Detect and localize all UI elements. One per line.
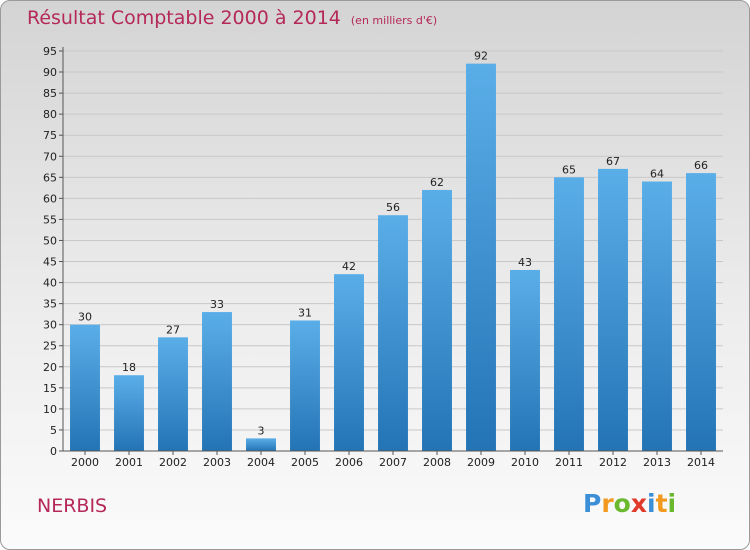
logo-letter: i [667,489,677,518]
bar-2003 [202,312,232,451]
bar-2002 [158,337,188,451]
bar-2011 [554,177,584,451]
x-tick-label: 2009 [467,456,495,469]
y-tick-label: 35 [43,298,57,311]
bar-2010 [510,269,540,451]
logo-letter: i [647,489,656,518]
bar-2004 [246,438,276,451]
data-label: 56 [386,201,400,214]
y-tick-label: 80 [43,108,57,121]
bar-2000 [70,324,100,451]
logo-letter: r [601,489,614,518]
data-label: 42 [342,260,356,273]
logo-letter: o [613,489,631,518]
y-tick-label: 55 [43,213,57,226]
bar-2001 [114,375,144,451]
y-tick-label: 50 [43,234,57,247]
y-tick-label: 75 [43,129,57,142]
x-tick-label: 2000 [71,456,99,469]
x-tick-label: 2008 [423,456,451,469]
bars [70,63,716,452]
data-label: 27 [166,323,180,336]
x-axis-ticks: 2000 2001 2002 2003 2004 2005 2006 2007 2008 2009… [71,451,715,469]
y-tick-label: 40 [43,277,57,290]
data-label: 64 [650,168,664,181]
data-label: 66 [694,159,708,172]
data-label: 31 [298,306,312,319]
y-tick-label: 5 [50,424,57,437]
logo-letter: t [655,489,668,518]
y-tick-label: 25 [43,340,57,353]
x-tick-label: 2010 [511,456,539,469]
chart-title: Résultat Comptable 2000 à 2014 [27,7,341,29]
bar-2005 [290,320,320,451]
chart-subtitle: (en milliers d'€) [350,14,438,27]
logo-letter: x [630,489,647,518]
y-tick-label: 45 [43,256,57,269]
x-tick-label: 2011 [555,456,583,469]
data-label: 33 [210,298,224,311]
y-tick-label: 15 [43,382,57,395]
data-label: 65 [562,163,576,176]
data-label: 62 [430,176,444,189]
x-tick-label: 2013 [643,456,671,469]
commune-name: NERBIS [37,495,108,517]
x-tick-label: 2006 [335,456,363,469]
y-tick-label: 60 [43,192,57,205]
y-tick-label: 70 [43,150,57,163]
axes [62,47,723,452]
y-tick-label: 95 [43,45,57,58]
chart-title-block: Résultat Comptable 2000 à 2014 (en millie… [27,7,437,29]
x-tick-label: 2014 [687,456,715,469]
bar-2007 [378,215,408,451]
x-tick-label: 2001 [115,456,143,469]
logo-letter: P [583,489,602,518]
x-tick-label: 2007 [379,456,407,469]
y-tick-label: 90 [43,66,57,79]
data-label: 92 [474,50,488,63]
data-label: 3 [258,424,265,437]
bar-2006 [334,274,364,451]
y-tick-label: 0 [50,445,57,458]
bar-2013 [642,181,672,452]
y-axis-ticks: 0 5 10 15 20 25 30 35 40 45 50 55 60 65 70 75 80 85 90 95 [43,45,63,458]
data-label: 43 [518,256,532,269]
y-tick-label: 10 [43,403,57,416]
x-tick-label: 2012 [599,456,627,469]
y-tick-label: 65 [43,171,57,184]
bar-2014 [686,173,716,451]
bar-2009 [466,63,496,451]
x-tick-label: 2003 [203,456,231,469]
x-tick-label: 2004 [247,456,275,469]
x-tick-label: 2002 [159,456,187,469]
data-label: 67 [606,155,620,168]
x-tick-label: 2005 [291,456,319,469]
y-tick-label: 30 [43,319,57,332]
y-tick-label: 85 [43,87,57,100]
bar-2012 [598,168,628,452]
proxiti-logo: Proxiti [583,489,676,518]
data-label: 18 [122,361,136,374]
y-tick-label: 20 [43,361,57,374]
data-label: 30 [78,311,92,324]
bar-2008 [422,189,452,451]
